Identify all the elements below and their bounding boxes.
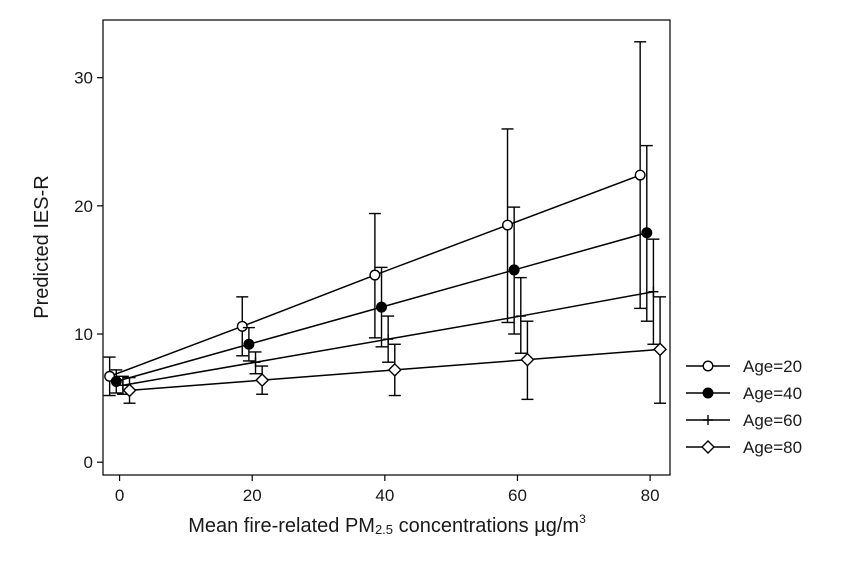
x-tick-label-20: 20	[243, 486, 262, 505]
legend-item-4: Age=80	[686, 438, 802, 457]
series-4-point	[122, 383, 137, 398]
legend-marker	[701, 440, 715, 454]
legend: Age=20 Age=40 Age=60 Age=80	[686, 357, 802, 457]
y-tick-label-30: 30	[74, 69, 93, 88]
y-axis: 0 10 20 30	[74, 69, 103, 472]
legend-label: Age=20	[743, 357, 802, 376]
series-4	[122, 296, 668, 404]
legend-label: Age=60	[743, 411, 802, 430]
series-2-point	[508, 264, 520, 276]
x-axis-title: Mean fire-related PM2.5 concentrations µ…	[188, 512, 586, 537]
x-axis-title-subscript: 2.5	[375, 522, 393, 537]
x-axis-title-main: Mean fire-related PM	[188, 515, 375, 537]
series-1-point	[236, 320, 248, 332]
series-3-point	[117, 380, 128, 391]
x-axis: 0 20 40 60 80	[115, 475, 660, 505]
series-3-point	[515, 311, 526, 322]
series-2-point	[376, 301, 388, 313]
series-2-point	[641, 227, 653, 239]
legend-item-1: Age=20	[686, 357, 802, 376]
series-1	[103, 41, 647, 397]
x-axis-title-suffix: concentrations µg/m	[393, 515, 579, 537]
x-tick-label-0: 0	[115, 486, 124, 505]
series-3-point	[250, 357, 261, 368]
legend-item-2: Age=40	[686, 384, 802, 403]
legend-marker	[703, 415, 713, 425]
legend-marker	[702, 360, 714, 372]
x-tick-label-80: 80	[641, 486, 660, 505]
y-tick-label-20: 20	[74, 197, 93, 216]
series-3	[116, 238, 660, 395]
series-2-point	[243, 338, 255, 350]
legend-item-3: Age=60	[686, 411, 802, 430]
legend-label: Age=80	[743, 438, 802, 457]
x-tick-label-60: 60	[508, 486, 527, 505]
series-1-point	[369, 269, 381, 281]
series-2-point	[110, 375, 122, 387]
x-tick-label-40: 40	[375, 486, 394, 505]
series-4-point	[653, 342, 668, 357]
x-axis-title-superscript: 3	[579, 512, 586, 526]
y-tick-label-0: 0	[84, 453, 93, 472]
y-axis-title: Predicted IES-R	[31, 175, 53, 318]
series-1-point	[634, 169, 646, 181]
series-1-point	[502, 219, 514, 231]
series-3-point	[648, 286, 659, 297]
series-4-point	[255, 373, 270, 388]
series-4-point	[520, 352, 535, 367]
series-4-point	[387, 362, 402, 377]
legend-label: Age=40	[743, 384, 802, 403]
series-3-point	[383, 334, 394, 345]
series-layer	[103, 41, 668, 404]
plot-frame	[102, 19, 671, 476]
y-tick-label-10: 10	[74, 325, 93, 344]
legend-marker	[702, 387, 714, 399]
series-2	[110, 144, 653, 394]
